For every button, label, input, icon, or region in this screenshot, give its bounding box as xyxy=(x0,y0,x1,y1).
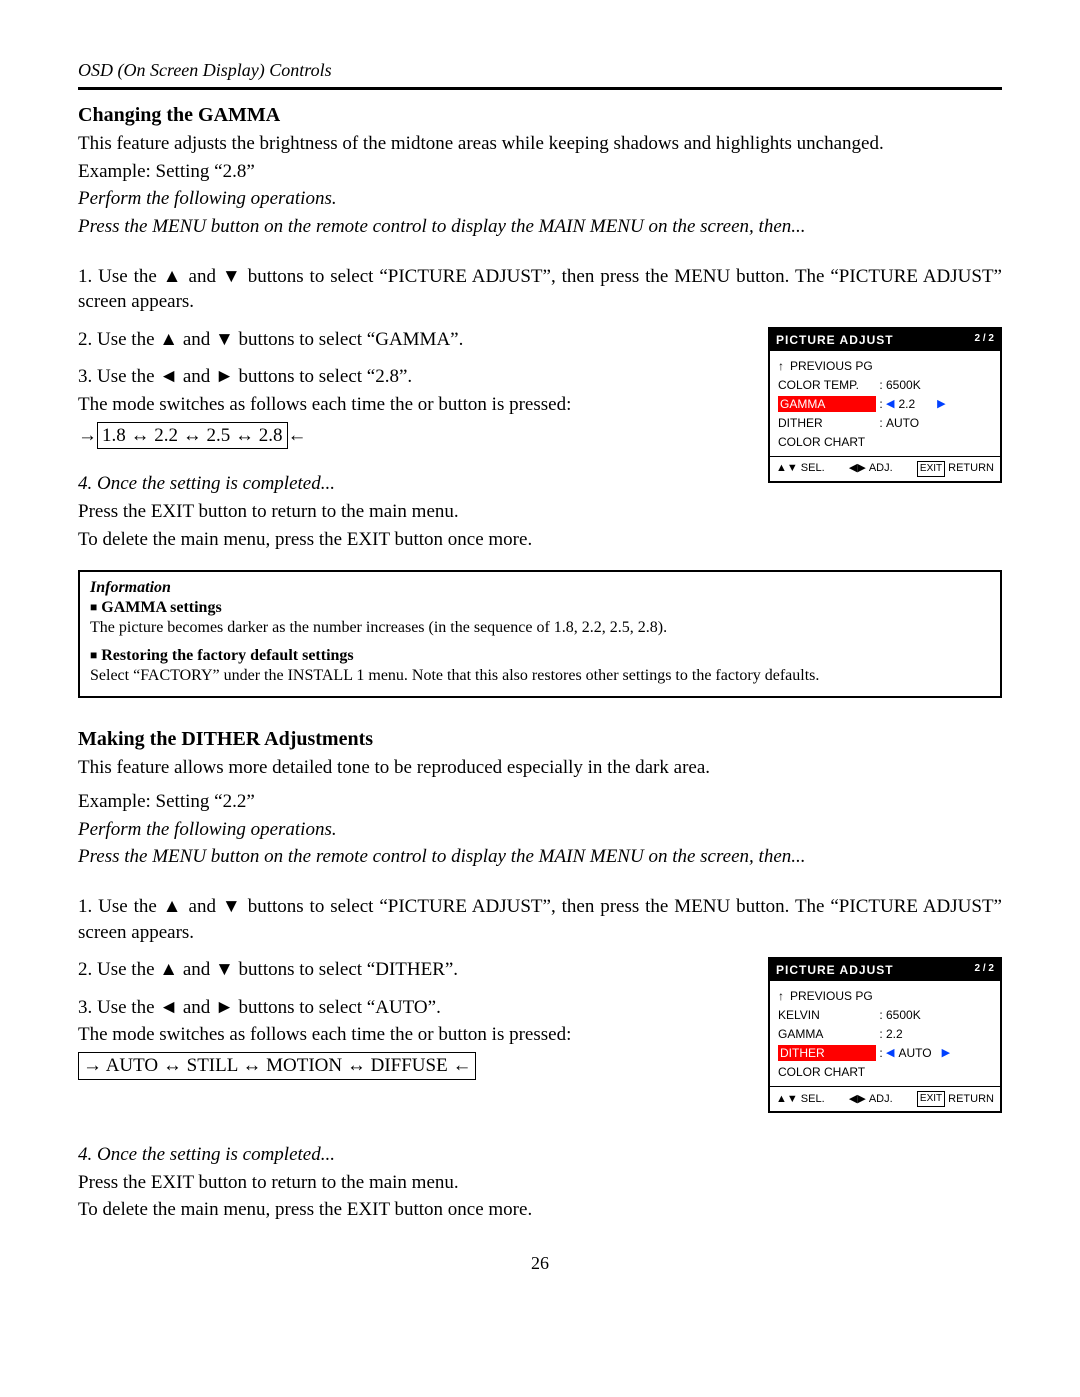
page-header: OSD (On Screen Display) Controls xyxy=(78,60,1002,81)
osd2-row-colorchart[interactable]: COLOR CHART xyxy=(778,1063,992,1081)
osd2-row-kelvin[interactable]: KELVIN : 6500K xyxy=(778,1006,992,1024)
gamma-cycle: 1.8 ↔ 2.2 ↔ 2.5 ↔ 2.8 xyxy=(97,422,288,450)
page-number: 26 xyxy=(78,1253,1002,1274)
osd-adj: ◀▶ADJ. xyxy=(849,461,893,476)
info-body1: The picture becomes darker as the number… xyxy=(90,618,990,638)
info-body2: Select “FACTORY” under the INSTALL 1 men… xyxy=(90,666,990,686)
gamma-step4: 4. Once the setting is completed... xyxy=(78,471,638,497)
osd-panel-gamma: PICTURE ADJUST 2 / 2 ↑ PREVIOUS PG COLOR… xyxy=(768,327,1002,483)
osd-title2: PICTURE ADJUST xyxy=(776,962,894,978)
osd-return: EXITRETURN xyxy=(917,461,994,477)
dither-step2: 2. Use the ▲ and ▼ buttons to select “DI… xyxy=(78,957,638,983)
dither-modeline: The mode switches as follows each time t… xyxy=(78,1022,638,1048)
osd2-row-dither[interactable]: DITHER : ◀AUTO▶ xyxy=(778,1044,992,1062)
dither-exit: Press the EXIT button to return to the m… xyxy=(78,1170,1002,1196)
osd-row-gamma[interactable]: GAMMA : ◀2.2▶ xyxy=(778,395,992,413)
gamma-modeline: The mode switches as follows each time t… xyxy=(78,392,638,418)
osd-panel-dither: PICTURE ADJUST 2 / 2 ↑ PREVIOUS PG KELVI… xyxy=(768,957,1002,1113)
osd2-prevpg[interactable]: ↑ PREVIOUS PG xyxy=(778,987,992,1005)
info-sub2: Restoring the factory default settings xyxy=(101,647,353,664)
osd-prevpg[interactable]: ↑ PREVIOUS PG xyxy=(778,357,992,375)
osd2-adj: ◀▶ADJ. xyxy=(849,1092,893,1107)
dither-desc: This feature allows more detailed tone t… xyxy=(78,755,1002,781)
gamma-desc: This feature adjusts the brightness of t… xyxy=(78,131,1002,157)
osd2-sel: ▲▼SEL. xyxy=(776,1092,825,1107)
gamma-perform: Perform the following operations. xyxy=(78,186,1002,212)
info-sub1: GAMMA settings xyxy=(101,599,221,616)
osd-pagenum: 2 / 2 xyxy=(975,332,994,348)
dither-perform: Perform the following operations. xyxy=(78,817,1002,843)
dither-pressmenu: Press the MENU button on the remote cont… xyxy=(78,844,1002,870)
gamma-pressmenu: Press the MENU button on the remote cont… xyxy=(78,214,1002,240)
dither-step3: 3. Use the ◄ and ► buttons to select “AU… xyxy=(78,995,638,1021)
gamma-step1: 1. Use the ▲ and ▼ buttons to select “PI… xyxy=(78,264,1002,315)
osd-title: PICTURE ADJUST xyxy=(776,332,894,348)
osd-row-colortemp[interactable]: COLOR TEMP. : 6500K xyxy=(778,376,992,394)
gamma-delete: To delete the main menu, press the EXIT … xyxy=(78,527,1002,553)
dither-step1: 1. Use the ▲ and ▼ buttons to select “PI… xyxy=(78,894,1002,945)
header-rule xyxy=(78,87,1002,90)
cycle-arrow-left: → xyxy=(78,425,97,446)
info-title: Information xyxy=(90,578,990,598)
osd2-return: EXITRETURN xyxy=(917,1091,994,1107)
gamma-example: Example: Setting “2.8” xyxy=(78,159,1002,185)
dither-example: Example: Setting “2.2” xyxy=(78,789,1002,815)
osd-sel: ▲▼SEL. xyxy=(776,461,825,476)
dither-step4: 4. Once the setting is completed... xyxy=(78,1142,1002,1168)
gamma-step2: 2. Use the ▲ and ▼ buttons to select “GA… xyxy=(78,327,638,353)
osd-row-dither[interactable]: DITHER : AUTO xyxy=(778,414,992,432)
cycle-arrow-right: ← xyxy=(288,425,307,446)
dither-delete: To delete the main menu, press the EXIT … xyxy=(78,1197,1002,1223)
osd-row-colorchart[interactable]: COLOR CHART xyxy=(778,433,992,451)
dither-title: Making the DITHER Adjustments xyxy=(78,728,1002,751)
osd-pagenum2: 2 / 2 xyxy=(975,962,994,978)
gamma-title: Changing the GAMMA xyxy=(78,104,1002,127)
osd2-row-gamma[interactable]: GAMMA : 2.2 xyxy=(778,1025,992,1043)
gamma-step3: 3. Use the ◄ and ► buttons to select “2.… xyxy=(78,364,638,390)
information-box: Information ■ GAMMA settings The picture… xyxy=(78,570,1002,698)
gamma-exit: Press the EXIT button to return to the m… xyxy=(78,499,1002,525)
dither-cycle: → AUTO ↔ STILL ↔ MOTION ↔ DIFFUSE ← xyxy=(78,1052,476,1080)
